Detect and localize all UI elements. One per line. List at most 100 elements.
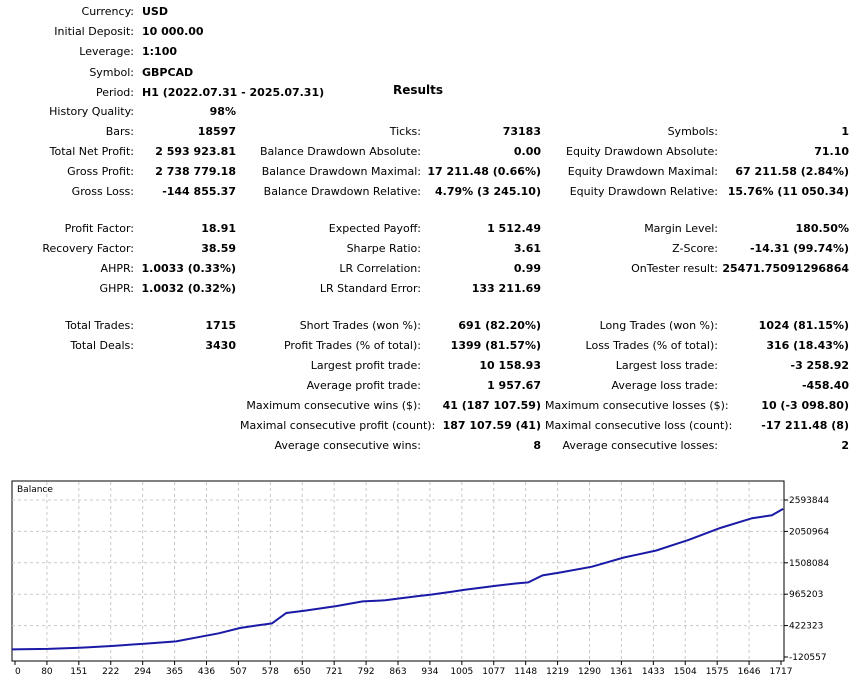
average-consecutive-losses-label: Average consecutive losses:: [562, 439, 718, 452]
currency-label: Currency:: [81, 5, 134, 18]
x-tick-label: 934: [421, 667, 438, 677]
loss-trades-of-total-label: Loss Trades (% of total):: [585, 339, 718, 352]
x-tick-label: 151: [70, 667, 87, 677]
balance-drawdown-absolute-label: Balance Drawdown Absolute:: [259, 145, 421, 158]
leverage-value: 1:100: [142, 45, 178, 58]
equity-drawdown-relative-value: 15.76% (11 050.34): [727, 185, 849, 198]
profit-trades-of-total-value: 1399 (81.57%): [450, 339, 541, 352]
ontester-result-value: 25471.75091296864: [722, 262, 849, 275]
balance-chart: Balance 0 80 151 222 294 365 436 507 578 650 721 79…: [11, 480, 829, 677]
period-label: Period:: [95, 86, 134, 99]
ticks-value: 73183: [502, 125, 541, 138]
maximum-consecutive-losses-value: 10 (-3 098.80): [761, 399, 849, 412]
z-score-value: -14.31 (99.74%): [749, 242, 849, 255]
bars-label: Bars:: [105, 125, 134, 138]
loss-trades-of-total-value: 316 (18.43%): [766, 339, 849, 352]
balance-series-line: [11, 508, 784, 651]
x-tick-label: 1504: [674, 667, 697, 677]
x-tick-label: 1433: [642, 667, 665, 677]
maximal-consecutive-profit-count-label: Maximal consecutive profit (count):: [240, 419, 436, 432]
equity-drawdown-maximal-value: 67 211.58 (2.84%): [735, 165, 849, 178]
maximum-consecutive-wins-value: 41 (187 107.59): [442, 399, 541, 412]
total-net-profit-label: Total Net Profit:: [49, 145, 134, 158]
total-net-profit-value: 2 593 923.81: [155, 145, 236, 158]
x-tick-label: 1575: [706, 667, 729, 677]
x-tick-label: 0: [15, 667, 21, 677]
period-value: H1 (2022.07.31 - 2025.07.31): [142, 86, 325, 99]
gross-loss-value: -144 855.37: [162, 185, 236, 198]
margin-level-value: 180.50%: [795, 222, 849, 235]
initial-deposit-value: 10 000.00: [142, 25, 204, 38]
total-deals-value: 3430: [205, 339, 236, 352]
symbols-value: 1: [841, 125, 849, 138]
gross-profit-value: 2 738 779.18: [155, 165, 236, 178]
profit-trades-of-total-label: Profit Trades (% of total):: [283, 339, 421, 352]
equity-drawdown-absolute-value: 71.10: [814, 145, 849, 158]
x-tick-label: 80: [41, 667, 53, 677]
x-tick-label: 294: [134, 667, 151, 677]
ahpr-label: AHPR:: [100, 262, 134, 275]
average-profit-trade-label: Average profit trade:: [306, 379, 421, 392]
average-loss-trade-value: -458.40: [801, 379, 849, 392]
gross-loss-label: Gross Loss:: [71, 185, 134, 198]
maximal-consecutive-profit-count-value: 187 107.59 (41): [442, 419, 541, 432]
x-tick-label: 1077: [482, 667, 505, 677]
balance-drawdown-maximal-label: Balance Drawdown Maximal:: [261, 165, 421, 178]
x-tick-label: 436: [198, 667, 215, 677]
average-consecutive-wins-label: Average consecutive wins:: [274, 439, 421, 452]
x-tick-label: 1148: [514, 667, 537, 677]
average-consecutive-wins-value: 8: [533, 439, 541, 452]
largest-profit-trade-value: 10 158.93: [479, 359, 541, 372]
symbol-value: GBPCAD: [142, 66, 194, 79]
lr-correlation-label: LR Correlation:: [339, 262, 421, 275]
balance-drawdown-absolute-value: 0.00: [513, 145, 541, 158]
profit-factor-value: 18.91: [201, 222, 236, 235]
sharpe-ratio-label: Sharpe Ratio:: [346, 242, 421, 255]
average-loss-trade-label: Average loss trade:: [611, 379, 718, 392]
currency-value: USD: [142, 5, 168, 18]
x-tick-label: 1219: [546, 667, 569, 677]
history-quality-value: 98%: [209, 105, 236, 118]
long-trades-won-value: 1024 (81.15%): [758, 319, 849, 332]
total-trades-label: Total Trades:: [65, 319, 134, 332]
ahpr-value: 1.0033 (0.33%): [141, 262, 237, 275]
short-trades-won-label: Short Trades (won %):: [299, 319, 421, 332]
ghpr-label: GHPR:: [99, 282, 134, 295]
balance-drawdown-relative-label: Balance Drawdown Relative:: [263, 185, 421, 198]
x-tick-label: 222: [102, 667, 119, 677]
balance-drawdown-relative-value: 4.79% (3 245.10): [435, 185, 541, 198]
y-tick-label: 965203: [789, 590, 823, 600]
x-tick-label: 1717: [770, 667, 793, 677]
balance-drawdown-maximal-value: 17 211.48 (0.66%): [427, 165, 541, 178]
gross-profit-label: Gross Profit:: [67, 165, 134, 178]
maximum-consecutive-losses-label: Maximum consecutive losses ($):: [545, 399, 729, 412]
ontester-result-label: OnTester result:: [631, 262, 718, 275]
y-tick-label: 422323: [789, 622, 823, 632]
x-tick-label: 578: [262, 667, 279, 677]
leverage-label: Leverage:: [79, 45, 134, 58]
profit-factor-label: Profit Factor:: [64, 222, 134, 235]
recovery-factor-label: Recovery Factor:: [42, 242, 134, 255]
average-consecutive-losses-value: 2: [841, 439, 849, 452]
expected-payoff-value: 1 512.49: [487, 222, 541, 235]
equity-drawdown-relative-label: Equity Drawdown Relative:: [569, 185, 718, 198]
sharpe-ratio-value: 3.61: [513, 242, 541, 255]
initial-deposit-label: Initial Deposit:: [54, 25, 134, 38]
x-tick-label: 650: [294, 667, 311, 677]
y-tick-label: 2593844: [789, 496, 829, 506]
ghpr-value: 1.0032 (0.32%): [141, 282, 237, 295]
ticks-label: Ticks:: [389, 125, 421, 138]
x-tick-label: 1361: [610, 667, 633, 677]
largest-loss-trade-label: Largest loss trade:: [615, 359, 718, 372]
recovery-factor-value: 38.59: [201, 242, 236, 255]
average-profit-trade-value: 1 957.67: [487, 379, 541, 392]
largest-profit-trade-label: Largest profit trade:: [310, 359, 421, 372]
lr-correlation-value: 0.99: [513, 262, 541, 275]
x-tick-label: 1005: [450, 667, 473, 677]
maximum-consecutive-wins-label: Maximum consecutive wins ($):: [246, 399, 421, 412]
expected-payoff-label: Expected Payoff:: [328, 222, 421, 235]
symbol-label: Symbol:: [89, 66, 134, 79]
results-title: Results: [392, 83, 444, 97]
short-trades-won-value: 691 (82.20%): [458, 319, 541, 332]
chart-title: Balance: [17, 485, 53, 495]
